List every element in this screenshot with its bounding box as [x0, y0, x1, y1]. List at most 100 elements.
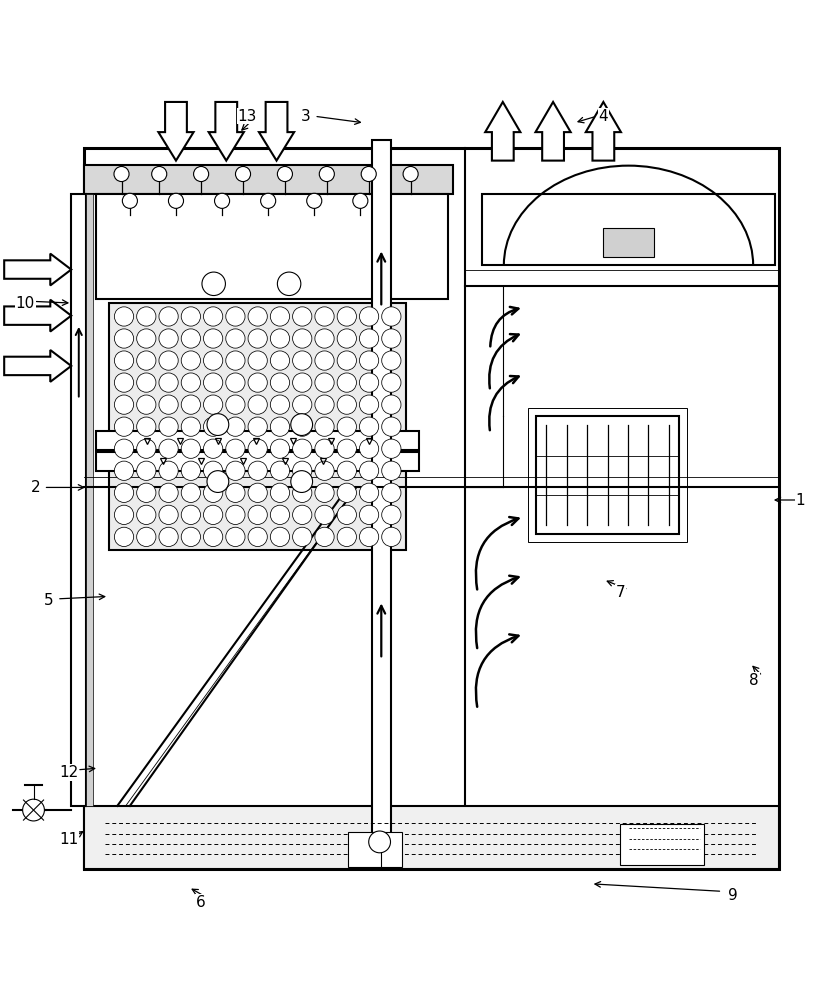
Circle shape	[194, 166, 209, 182]
Circle shape	[114, 527, 133, 547]
Circle shape	[315, 527, 334, 547]
Circle shape	[360, 351, 379, 370]
Circle shape	[291, 471, 313, 492]
Circle shape	[360, 395, 379, 414]
Circle shape	[114, 483, 133, 502]
Text: 12: 12	[59, 765, 78, 780]
Circle shape	[360, 527, 379, 547]
Bar	[372, 140, 391, 862]
Circle shape	[215, 193, 230, 208]
Circle shape	[137, 527, 156, 547]
Circle shape	[137, 505, 156, 524]
Circle shape	[159, 483, 178, 502]
Text: 1: 1	[795, 493, 805, 508]
Circle shape	[261, 193, 276, 208]
Circle shape	[181, 329, 200, 348]
Circle shape	[114, 417, 133, 436]
Circle shape	[248, 373, 267, 392]
Text: 7: 7	[615, 585, 625, 600]
Text: 4: 4	[598, 109, 608, 124]
Circle shape	[271, 417, 290, 436]
Circle shape	[204, 417, 223, 436]
Bar	[96, 452, 419, 471]
Text: 6: 6	[196, 895, 206, 910]
Circle shape	[159, 417, 178, 436]
Circle shape	[137, 461, 156, 480]
Circle shape	[292, 417, 312, 436]
Circle shape	[292, 329, 312, 348]
Circle shape	[159, 351, 178, 370]
Circle shape	[381, 351, 401, 370]
Circle shape	[248, 439, 267, 458]
Circle shape	[337, 483, 356, 502]
Circle shape	[137, 483, 156, 502]
Circle shape	[315, 461, 334, 480]
Circle shape	[181, 527, 200, 547]
Circle shape	[337, 527, 356, 547]
Circle shape	[204, 483, 223, 502]
Circle shape	[369, 831, 391, 853]
Circle shape	[225, 395, 245, 414]
Circle shape	[114, 373, 133, 392]
Circle shape	[315, 505, 334, 524]
Circle shape	[204, 373, 223, 392]
Circle shape	[225, 461, 245, 480]
Circle shape	[204, 307, 223, 326]
Circle shape	[248, 417, 267, 436]
Circle shape	[114, 307, 133, 326]
Circle shape	[181, 505, 200, 524]
Circle shape	[360, 461, 379, 480]
Circle shape	[271, 373, 290, 392]
Polygon shape	[4, 350, 71, 382]
Circle shape	[137, 351, 156, 370]
Circle shape	[315, 307, 334, 326]
Bar	[84, 148, 779, 869]
Bar	[96, 431, 419, 450]
Circle shape	[271, 329, 290, 348]
Circle shape	[181, 351, 200, 370]
Circle shape	[225, 439, 245, 458]
Bar	[71, 194, 86, 806]
Circle shape	[381, 439, 401, 458]
Circle shape	[361, 166, 376, 182]
Polygon shape	[586, 102, 621, 161]
Circle shape	[225, 483, 245, 502]
Bar	[96, 194, 448, 299]
Bar	[536, 416, 679, 534]
Circle shape	[225, 505, 245, 524]
Circle shape	[207, 414, 229, 435]
Circle shape	[381, 527, 401, 547]
Polygon shape	[485, 102, 520, 161]
Bar	[86, 194, 93, 806]
Bar	[603, 228, 654, 257]
Circle shape	[114, 395, 133, 414]
Polygon shape	[535, 102, 571, 161]
Circle shape	[181, 439, 200, 458]
Circle shape	[235, 166, 251, 182]
Circle shape	[204, 395, 223, 414]
Bar	[528, 408, 687, 542]
Circle shape	[292, 395, 312, 414]
Circle shape	[137, 373, 156, 392]
Circle shape	[292, 373, 312, 392]
Circle shape	[292, 439, 312, 458]
Circle shape	[159, 461, 178, 480]
Circle shape	[360, 439, 379, 458]
Circle shape	[225, 527, 245, 547]
Bar	[348, 832, 385, 867]
Circle shape	[292, 461, 312, 480]
Circle shape	[360, 483, 379, 502]
Circle shape	[277, 166, 292, 182]
Circle shape	[381, 307, 401, 326]
Circle shape	[353, 193, 368, 208]
Circle shape	[159, 527, 178, 547]
Circle shape	[315, 329, 334, 348]
Circle shape	[248, 351, 267, 370]
Polygon shape	[259, 102, 294, 161]
Circle shape	[271, 351, 290, 370]
Circle shape	[248, 307, 267, 326]
Circle shape	[225, 307, 245, 326]
Circle shape	[381, 505, 401, 524]
Circle shape	[271, 483, 290, 502]
Circle shape	[337, 439, 356, 458]
